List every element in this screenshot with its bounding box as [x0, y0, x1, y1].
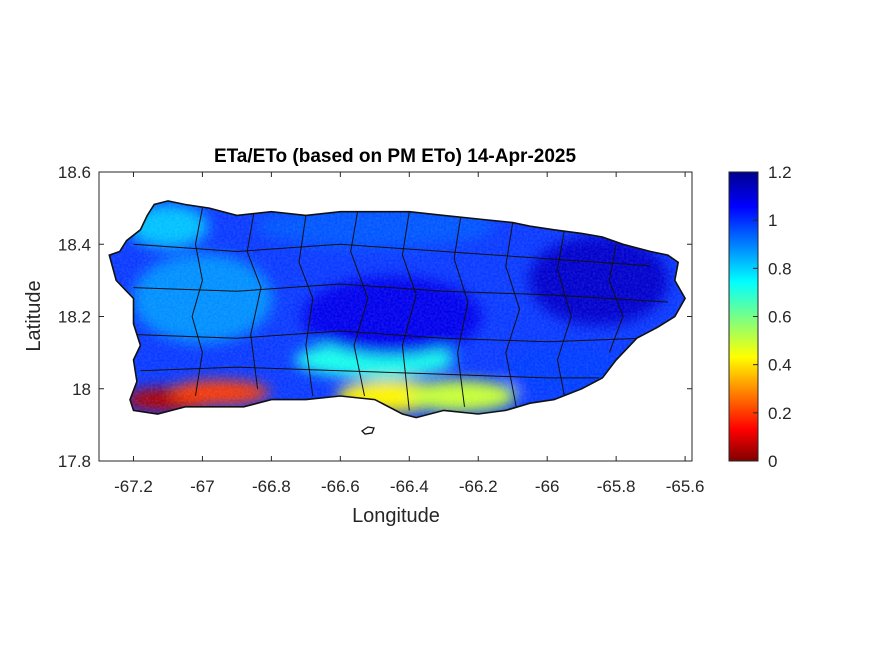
colorbar-tick-label: 1.2	[768, 163, 792, 182]
municipality-boundary	[133, 283, 668, 303]
x-tick-label: -66.2	[459, 477, 498, 496]
x-tick-label: -66	[535, 477, 560, 496]
municipality-boundary	[133, 243, 651, 267]
colorbar-tick-label: 0.8	[768, 259, 792, 278]
x-tick-label: -66.8	[252, 477, 291, 496]
x-tick-label: -66.6	[321, 477, 360, 496]
y-tick-label: 18.6	[58, 163, 91, 182]
municipality-boundary	[556, 229, 572, 397]
y-axis: 18.6 18.4 18.2 18 17.8	[58, 163, 692, 471]
x-tick-label: -65.8	[597, 477, 636, 496]
y-tick-label: 17.8	[58, 452, 91, 471]
municipality-boundary	[350, 211, 369, 397]
colorbar-tick-label: 0.4	[768, 356, 792, 375]
x-tick-label: -65.6	[666, 477, 705, 496]
island-raster	[109, 200, 686, 418]
x-tick-label: -66.4	[390, 477, 429, 496]
municipality-boundary	[453, 215, 469, 407]
municipality-boundary	[246, 211, 262, 389]
colorbar-tick-label: 0.2	[768, 404, 792, 423]
caja-de-muertos-island	[360, 426, 375, 435]
y-axis-label: Latitude	[23, 280, 45, 351]
x-axis: -67.2 -67 -66.8 -66.6 -66.4 -66.2 -66 -65.8 -65.…	[114, 172, 704, 496]
municipality-boundary	[608, 244, 624, 353]
island-outline	[108, 200, 687, 419]
colorbar-ticks: 0 0.2 0.4 0.6 0.8 1 1.2	[753, 163, 792, 471]
colorbar-tick-label: 0	[768, 452, 777, 471]
y-tick-label: 18	[72, 380, 91, 399]
x-tick-label: -67	[190, 477, 215, 496]
municipality-boundary	[140, 366, 599, 379]
colorbar-tick-label: 1	[768, 211, 777, 230]
x-axis-label: Longitude	[352, 505, 440, 527]
municipality-boundaries	[133, 208, 668, 411]
y-tick-label: 18.4	[58, 235, 91, 254]
municipality-boundary	[136, 330, 644, 343]
chart-title: ETa/ETo (based on PM ETo) 14-Apr-2025	[214, 146, 577, 167]
municipality-boundary	[505, 222, 521, 407]
x-tick-label: -67.2	[114, 477, 153, 496]
colorbar-tick-label: 0.6	[768, 308, 792, 327]
municipality-boundary	[401, 211, 417, 411]
municipality-boundary	[191, 208, 203, 397]
y-tick-label: 18.2	[58, 308, 91, 327]
